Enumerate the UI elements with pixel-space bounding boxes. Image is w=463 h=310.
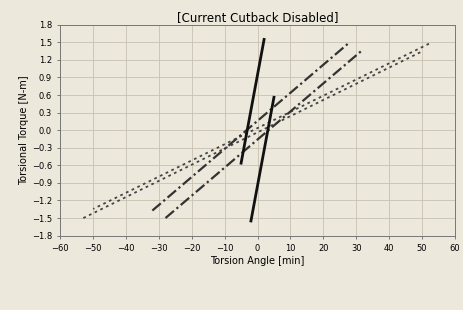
Title: [Current Cutback Disabled]: [Current Cutback Disabled] bbox=[176, 11, 338, 24]
Y-axis label: Torsional Torque [N-m]: Torsional Torque [N-m] bbox=[19, 75, 29, 185]
X-axis label: Torsion Angle [min]: Torsion Angle [min] bbox=[210, 256, 304, 266]
